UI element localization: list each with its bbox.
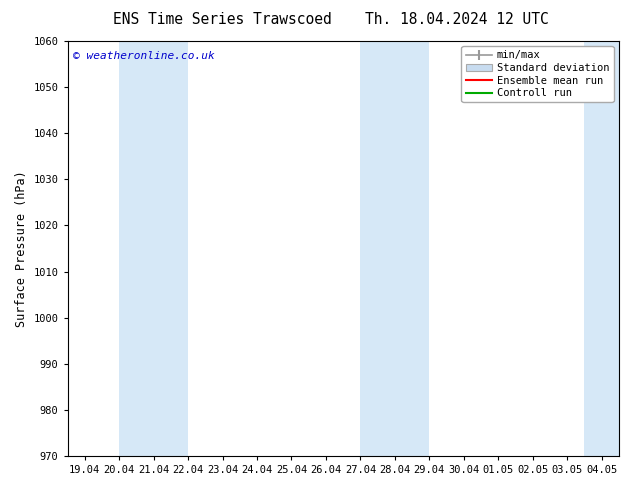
Bar <box>119 41 188 456</box>
Y-axis label: Surface Pressure (hPa): Surface Pressure (hPa) <box>15 170 28 327</box>
Text: ENS Time Series Trawscoed: ENS Time Series Trawscoed <box>112 12 332 27</box>
Text: Th. 18.04.2024 12 UTC: Th. 18.04.2024 12 UTC <box>365 12 548 27</box>
Bar <box>360 41 429 456</box>
Bar <box>585 41 619 456</box>
Legend: min/max, Standard deviation, Ensemble mean run, Controll run: min/max, Standard deviation, Ensemble me… <box>462 46 614 102</box>
Text: © weatheronline.co.uk: © weatheronline.co.uk <box>73 51 215 61</box>
